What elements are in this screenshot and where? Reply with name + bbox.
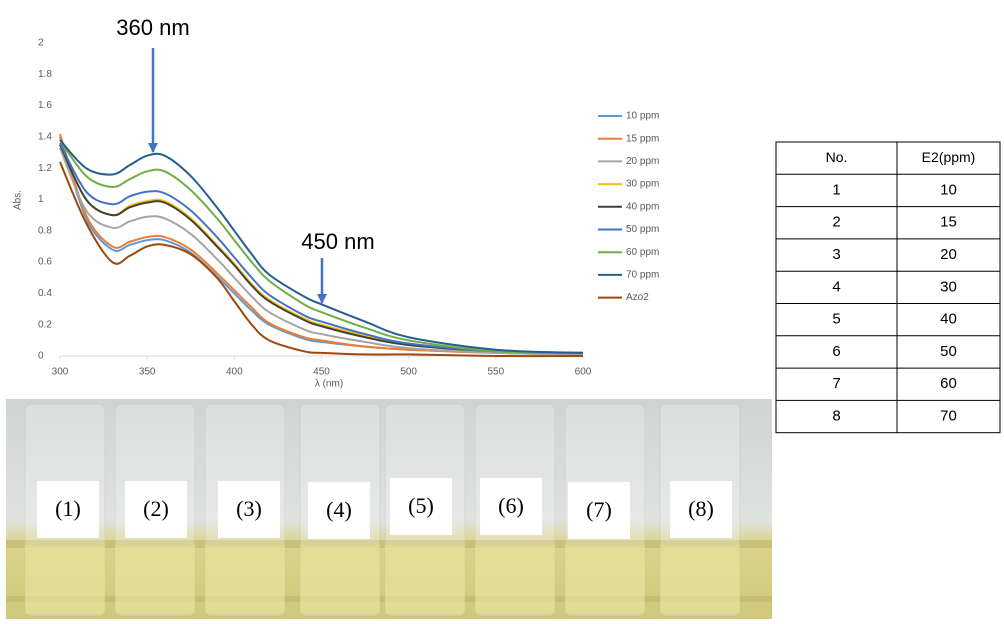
table-border <box>776 142 1000 433</box>
page: 00.20.40.60.811.21.41.61.823003504004505… <box>0 0 1004 619</box>
table-cell: 7 <box>832 375 840 392</box>
table-cell: 6 <box>832 343 840 360</box>
legend-label: 70 ppm <box>626 270 659 281</box>
legend-label: 20 ppm <box>626 156 659 167</box>
vial-liquid <box>385 545 465 613</box>
x-tick-label: 350 <box>139 367 156 378</box>
vial-liquid <box>565 545 645 613</box>
y-tick-label: 1.6 <box>38 100 52 111</box>
table-header: E2(ppm) <box>922 149 976 165</box>
legend-label: 60 ppm <box>626 247 659 258</box>
vial-liquid <box>300 545 380 613</box>
vial-label: (2) <box>143 496 169 521</box>
table-cell: 5 <box>832 311 840 328</box>
legend-label: 50 ppm <box>626 224 659 235</box>
table-cell: 70 <box>940 408 957 425</box>
table-cell: 8 <box>832 408 840 425</box>
annotation: 450 nm <box>301 229 374 254</box>
y-tick-label: 0 <box>38 351 44 362</box>
legend-label: 10 ppm <box>626 111 659 122</box>
y-tick-label: 1 <box>38 194 44 205</box>
y-axis-label: Abs. <box>13 190 24 210</box>
y-tick-label: 0.4 <box>38 288 52 299</box>
vial-label: (6) <box>498 493 524 518</box>
x-tick-label: 450 <box>313 367 330 378</box>
x-tick-label: 400 <box>226 367 243 378</box>
table-cell: 50 <box>940 343 957 360</box>
spectrum-chart: 0 0.2 0.4 0.6 0.8 1 1.2 1.4 1.6 1.8 2 300 350 400 450 5… <box>13 15 660 390</box>
x-tick-label: 500 <box>400 367 417 378</box>
y-tick-label: 0.2 <box>38 319 52 330</box>
table-cell: 2 <box>832 214 840 231</box>
x-tick-label: 600 <box>575 367 592 378</box>
annotation: 360 nm <box>116 15 189 40</box>
vial-label: (7) <box>586 497 612 522</box>
vial-label: (8) <box>688 496 714 521</box>
table-cell: 30 <box>940 278 957 295</box>
vial-label: (3) <box>236 496 262 521</box>
vial-liquid <box>25 545 105 613</box>
legend-label: Azo2 <box>626 292 649 303</box>
vial-liquid <box>205 545 285 613</box>
y-tick-label: 1.4 <box>38 132 52 143</box>
vial-photo: (1) (2) (3) (4) (5) (6) (7) (8) <box>6 399 772 619</box>
y-tick-label: 0.6 <box>38 257 52 268</box>
table-cell: 15 <box>940 214 957 231</box>
table-cell: 20 <box>940 246 957 263</box>
table-cell: 40 <box>940 311 957 328</box>
vial-liquid <box>475 545 555 613</box>
vial-label: (4) <box>326 497 352 522</box>
x-tick-label: 300 <box>52 367 69 378</box>
vial-label: (1) <box>55 496 81 521</box>
table-cell: 3 <box>832 246 840 263</box>
y-tick-label: 0.8 <box>38 225 52 236</box>
concentration-table: No. E2(ppm) 1 10 2 15 3 20 4 30 5 40 6 50 7 60 8 70 <box>776 142 1000 433</box>
table-cell: 60 <box>940 375 957 392</box>
legend-label: 40 ppm <box>626 201 659 212</box>
table-cell: 4 <box>832 278 840 295</box>
table-cell: 10 <box>940 181 957 198</box>
legend-label: 15 ppm <box>626 133 659 144</box>
table-cell: 1 <box>832 181 840 198</box>
y-tick-label: 1.8 <box>38 69 52 80</box>
vial-liquid <box>115 545 195 613</box>
y-tick-label: 2 <box>38 38 44 49</box>
table-header: No. <box>826 149 848 165</box>
vial-label: (5) <box>408 493 434 518</box>
x-tick-label: 550 <box>487 367 504 378</box>
y-tick-label: 1.2 <box>38 163 52 174</box>
x-axis-label: λ (nm) <box>315 379 343 390</box>
vial-liquid <box>660 545 740 613</box>
legend-label: 30 ppm <box>626 179 659 190</box>
